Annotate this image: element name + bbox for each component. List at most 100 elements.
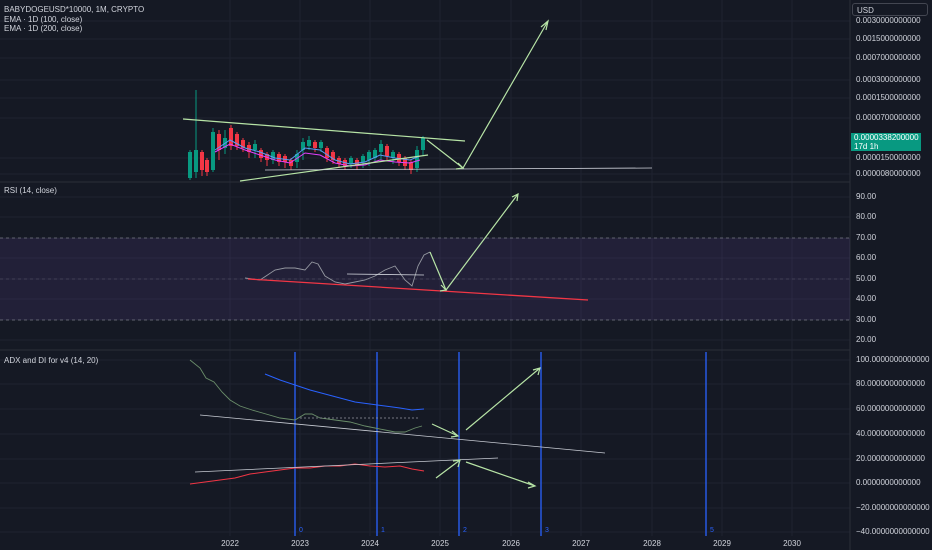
candle-body [319,142,323,148]
candle-body [253,144,257,150]
rsi-axis-label: 40.00 [856,294,877,303]
candle-body [385,146,389,156]
rsi-axis-label: 90.00 [856,192,877,201]
currency-button[interactable]: USD [852,3,928,16]
candle-body [301,142,305,150]
candle-body [373,150,377,158]
grid [0,0,850,536]
projection-arrow [426,20,549,169]
time-axis-label: 2028 [643,539,661,548]
candle-body [421,138,425,150]
time-axis-label: 2027 [572,539,590,548]
vertical-marker-label: 0 [299,527,303,534]
candle-body [325,148,329,158]
vertical-marker-label: 5 [710,527,714,534]
adx-axis-label: 20.0000000000000 [856,454,925,463]
vertical-marker-label: 1 [381,527,385,534]
price-axis-label: 0.0030000000000 [856,16,921,25]
adx-trendline-upper[interactable] [199,414,606,454]
price-axis-label: 0.0000080000000 [856,169,921,178]
candle-body [241,140,245,148]
rsi-axis-label: 80.00 [856,212,877,221]
ema-200-line [214,143,421,167]
ema-100-line [214,139,421,165]
candle-body [235,134,239,146]
candle-body [247,145,251,152]
rsi-axis-label: 50.00 [856,274,877,283]
projection-arrow-head-low [455,162,465,170]
time-axis-label: 2023 [291,539,309,548]
vertical-marker-label: 3 [545,527,549,534]
last-price-tag: 0.0000338200000 17d 1h [851,133,921,151]
ema-100-legend[interactable]: EMA · 1D (100, close) [4,15,83,24]
rsi-axis-label: 30.00 [856,315,877,324]
price-axis-label: 0.0007000000000 [856,53,921,62]
time-axis-label: 2030 [783,539,801,548]
last-price-value: 0.0000338200000 [854,133,919,142]
adx-axis-label: 100.0000000000000 [856,355,930,364]
candle-body [307,140,311,146]
candle-body [194,150,198,172]
candle-body [200,152,204,170]
di-minus-line [189,463,425,485]
adx-title[interactable]: ADX and DI for v4 (14, 20) [4,356,99,365]
candle-body [403,158,407,166]
candle-body [391,152,395,158]
candle-body [349,158,353,164]
time-axis-label: 2029 [713,539,731,548]
price-axis-label: 0.0015000000000 [856,34,921,43]
rsi-axis-label: 20.00 [856,335,877,344]
candle-body [205,160,209,172]
candle-body [289,160,293,166]
price-axis-label: 0.0003000000000 [856,75,921,84]
adx-drawings[interactable] [431,367,541,489]
adx-axis-label: 40.0000000000000 [856,429,925,438]
candle-body [259,150,263,158]
time-axis-label: 2026 [502,539,520,548]
price-axis-label: 0.0000700000000 [856,113,921,122]
candle-body [217,134,221,150]
rsi-drawings[interactable] [429,192,519,292]
candle-body [229,128,233,146]
ema-200-legend[interactable]: EMA · 1D (200, close) [4,24,83,33]
rsi-title[interactable]: RSI (14, close) [4,186,57,195]
time-axis-label: 2024 [361,539,379,548]
candle-body [397,154,401,162]
vertical-marker-label: 2 [463,527,467,534]
symbol-title: BABYDOGEUSD*10000, 1M, CRYPTO [4,5,145,14]
price-drawings[interactable] [182,19,653,182]
projection-arrow-head [540,19,549,31]
time-axis-label: 2025 [431,539,449,548]
adx-axis-label: 60.0000000000000 [856,404,925,413]
upper-trendline [182,118,466,142]
bar-countdown: 17d 1h [854,142,879,151]
candle-body [271,152,275,160]
adx-axis-label: 0.0000000000000 [856,478,921,487]
candle-body [367,152,371,160]
rsi-axis-label: 70.00 [856,233,877,242]
candle-body [379,144,383,152]
candle-body [277,154,281,162]
candle-body [415,150,419,168]
adx-axis-label: 80.0000000000000 [856,379,925,388]
adx-trendline-lower[interactable] [194,457,499,473]
candle-body [361,156,365,162]
rsi-line [244,251,431,287]
candle-body [313,142,317,148]
lower-trendline [239,154,429,182]
candle-body [331,152,335,160]
adx-axis-label: −20.0000000000000 [856,503,930,512]
adx-axis-label: −40.0000000000000 [856,527,930,536]
candle-body [409,162,413,170]
rsi-axis-label: 60.00 [856,253,877,262]
rsi-flat-line[interactable] [346,273,425,276]
price-axis-label: 0.0001500000000 [856,93,921,102]
adx-line [189,359,423,433]
rsi-trendline[interactable] [247,278,589,301]
di-plus-line [264,373,425,411]
candle-body [211,132,215,170]
vertical-markers[interactable] [294,352,707,536]
price-axis-label: 0.0000150000000 [856,153,921,162]
